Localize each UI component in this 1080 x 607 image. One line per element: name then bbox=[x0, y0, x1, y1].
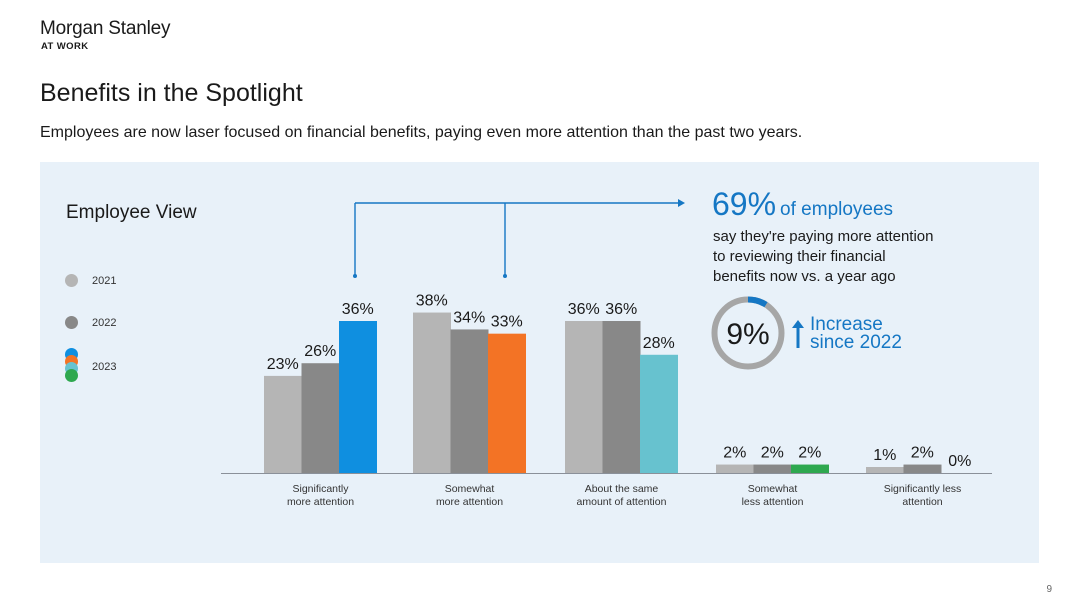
category-label-3-line1: About the same bbox=[585, 483, 659, 495]
bar-2022-cat4 bbox=[753, 464, 792, 473]
category-label-2-line2: more attention bbox=[436, 496, 503, 508]
page-title: Benefits in the Spotlight bbox=[40, 79, 303, 107]
category-label-5-line2: attention bbox=[902, 496, 942, 508]
page-subtitle: Employees are now laser focused on finan… bbox=[40, 124, 803, 141]
legend-dot-2022 bbox=[65, 316, 78, 329]
legend-dot-2021 bbox=[65, 274, 78, 287]
connector-arrowhead bbox=[678, 199, 685, 207]
value-label-2022-cat5: 2% bbox=[911, 445, 934, 462]
callout-line-2: to reviewing their financial bbox=[713, 248, 886, 265]
bar-2021-cat2 bbox=[413, 312, 451, 473]
category-label-1-line1: Significantly bbox=[292, 483, 349, 495]
callout-headline: 69% of employees bbox=[712, 186, 893, 223]
value-label-2022-cat1: 26% bbox=[304, 343, 336, 360]
value-label-2023-cat1: 36% bbox=[342, 301, 374, 318]
bar-2021-cat4 bbox=[716, 464, 754, 473]
value-label-2021-cat5: 1% bbox=[873, 447, 896, 464]
increase-line-2: since 2022 bbox=[810, 332, 902, 353]
value-label-2023-cat3: 28% bbox=[643, 335, 675, 352]
bar-2022-cat2 bbox=[450, 329, 489, 473]
bar-2022-cat3 bbox=[602, 321, 641, 473]
legend-dot-2023-green bbox=[65, 369, 78, 382]
brand-name: Morgan Stanley bbox=[40, 18, 171, 39]
chart-title: Employee View bbox=[66, 202, 197, 223]
increase-line-1: Increase bbox=[810, 314, 883, 335]
value-label-2021-cat4: 2% bbox=[723, 445, 746, 462]
chart-panel: Employee View 2021 2022 2023 23% 26% 36% Si… bbox=[40, 162, 1039, 563]
value-label-2023-cat5: 0% bbox=[948, 453, 971, 470]
bar-2022-cat1 bbox=[301, 363, 340, 473]
legend-label-2022: 2022 bbox=[92, 317, 117, 329]
value-label-2021-cat2: 38% bbox=[416, 293, 448, 310]
callout-big-value: 69% bbox=[712, 186, 777, 222]
category-label-4-line1: Somewhat bbox=[748, 483, 798, 495]
bar-2023-cat1 bbox=[339, 321, 377, 473]
bar-2021-cat1 bbox=[264, 375, 302, 473]
value-label-2023-cat4: 2% bbox=[798, 445, 821, 462]
bar-2023-cat2 bbox=[488, 333, 526, 473]
category-label-1-line2: more attention bbox=[287, 496, 354, 508]
bar-2021-cat3 bbox=[565, 321, 603, 473]
category-label-4-line2: less attention bbox=[742, 496, 804, 508]
bar-2023-cat3 bbox=[640, 354, 678, 473]
connector-dot-right bbox=[503, 274, 507, 278]
value-label-2022-cat3: 36% bbox=[605, 301, 637, 318]
brand-sub: AT WORK bbox=[41, 41, 89, 52]
value-label-2021-cat1: 23% bbox=[267, 356, 299, 373]
value-label-2022-cat4: 2% bbox=[761, 445, 784, 462]
page-number: 9 bbox=[1046, 584, 1052, 595]
value-label-2021-cat3: 36% bbox=[568, 301, 600, 318]
bar-2023-cat4 bbox=[791, 464, 829, 473]
callout-line-3: benefits now vs. a year ago bbox=[713, 268, 896, 285]
legend-label-2023: 2023 bbox=[92, 361, 117, 373]
callout-line-1: say they're paying more attention bbox=[713, 228, 934, 245]
increase-text: Increase since 2022 bbox=[810, 314, 902, 353]
bar-2022-cat5 bbox=[903, 464, 942, 473]
increase-arrow-icon bbox=[792, 320, 804, 348]
value-label-2022-cat2: 34% bbox=[453, 309, 485, 326]
donut-progress bbox=[747, 296, 768, 308]
callout-big-suffix: of employees bbox=[780, 199, 894, 220]
donut-value: 9% bbox=[726, 318, 769, 351]
connector-dot-left bbox=[353, 274, 357, 278]
legend-label-2021: 2021 bbox=[92, 275, 117, 287]
category-label-2-line1: Somewhat bbox=[445, 483, 495, 495]
bar-2021-cat5 bbox=[866, 467, 904, 473]
value-label-2023-cat2: 33% bbox=[491, 314, 523, 331]
category-label-3-line2: amount of attention bbox=[577, 496, 667, 508]
category-label-5-line1: Significantly less bbox=[884, 483, 962, 495]
